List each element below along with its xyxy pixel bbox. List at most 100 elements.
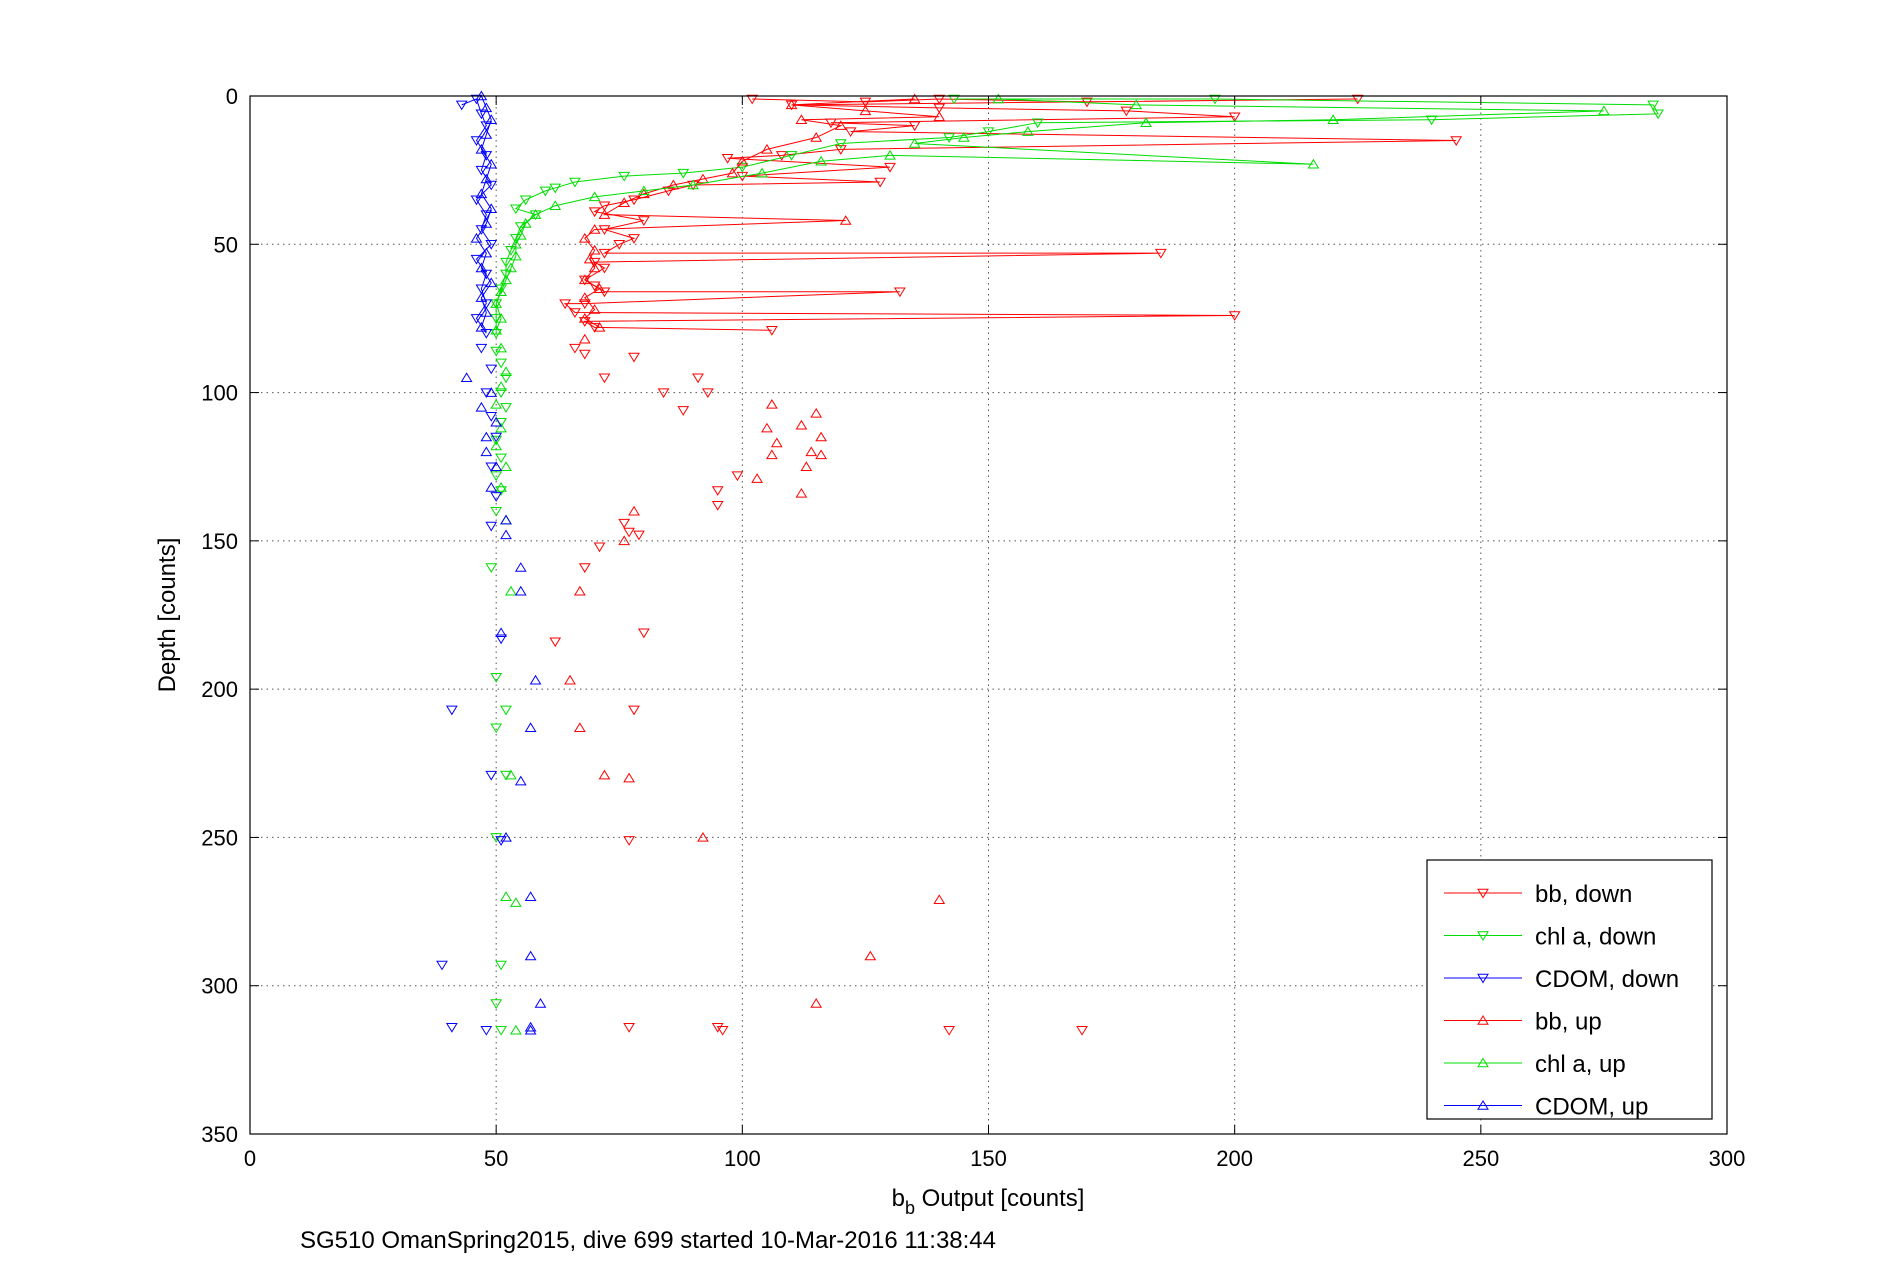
data-point	[588, 244, 601, 255]
data-point	[884, 149, 896, 160]
data-point	[1140, 117, 1152, 127]
data-point	[598, 263, 611, 274]
data-point	[1031, 118, 1044, 129]
data-point	[500, 831, 512, 842]
data-point	[475, 225, 488, 235]
data-point	[485, 521, 498, 532]
data-point	[736, 155, 749, 166]
data-point	[588, 304, 601, 314]
data-point	[588, 223, 601, 234]
x-tick-label: 300	[1709, 1146, 1746, 1171]
data-point	[1130, 99, 1143, 110]
data-point	[460, 372, 473, 382]
data-point	[495, 1025, 507, 1036]
data-point	[810, 998, 823, 1008]
data-point	[445, 1022, 458, 1033]
data-point	[539, 186, 552, 197]
legend-label: CDOM, down	[1535, 966, 1679, 993]
data-point	[490, 324, 503, 335]
data-point	[800, 461, 813, 471]
data-point	[578, 563, 591, 574]
data-point	[844, 127, 857, 138]
data-point	[569, 308, 581, 318]
data-point	[490, 432, 503, 443]
data-point	[495, 381, 507, 391]
data-point	[1021, 126, 1034, 136]
series-line	[583, 98, 940, 328]
data-point	[810, 132, 823, 142]
data-point	[598, 225, 611, 235]
data-point	[475, 143, 488, 154]
data-point	[588, 207, 601, 218]
data-point	[1120, 106, 1133, 117]
data-point	[534, 998, 547, 1008]
legend-swatch-marker	[1477, 1015, 1489, 1025]
data-point	[485, 203, 498, 213]
data-point	[480, 102, 493, 113]
data-point	[495, 342, 507, 353]
x-tick-label: 200	[1216, 1146, 1253, 1171]
series-cdom-up	[460, 90, 547, 1035]
data-point	[697, 831, 709, 842]
data-point	[893, 287, 906, 298]
data-point	[598, 209, 611, 219]
data-point	[765, 449, 778, 460]
legend-label: CDOM, up	[1535, 1094, 1648, 1121]
data-point	[436, 960, 448, 971]
data-point	[598, 373, 611, 384]
data-point	[495, 422, 507, 433]
data-point	[475, 109, 488, 120]
data-point	[514, 562, 527, 572]
data-point	[677, 406, 690, 416]
data-point	[1307, 158, 1320, 169]
legend-item: CDOM, down	[1444, 966, 1679, 993]
data-point	[731, 471, 744, 482]
legend-item: bb, up	[1444, 1009, 1602, 1036]
data-point	[495, 312, 507, 323]
data-point	[505, 262, 517, 273]
data-point	[618, 171, 631, 182]
data-point	[480, 307, 493, 317]
data-point	[637, 188, 650, 199]
data-point	[578, 349, 591, 360]
data-point	[475, 343, 488, 354]
data-point	[485, 277, 498, 288]
legend-item: CDOM, up	[1444, 1094, 1648, 1121]
series-chl-a-up	[490, 93, 1610, 1035]
data-point	[490, 440, 503, 451]
data-point	[1209, 94, 1221, 105]
y-tick-label: 250	[201, 825, 238, 850]
data-point	[514, 229, 527, 240]
data-point	[598, 201, 611, 212]
data-point	[1652, 109, 1664, 120]
data-point	[1351, 94, 1364, 105]
data-point	[500, 514, 512, 525]
data-point	[480, 218, 493, 228]
data-point	[908, 93, 921, 104]
data-point	[623, 772, 635, 783]
data-point	[815, 155, 827, 166]
data-point	[470, 136, 483, 146]
data-point	[578, 333, 591, 344]
data-point	[559, 299, 571, 310]
data-point	[495, 482, 507, 492]
data-point	[657, 388, 670, 399]
data-point	[933, 111, 946, 122]
data-point	[578, 312, 591, 323]
data-point	[569, 177, 581, 188]
data-point	[1598, 105, 1610, 116]
data-point	[500, 257, 512, 268]
data-point	[1076, 1025, 1088, 1036]
data-point	[761, 143, 773, 154]
data-point	[721, 154, 734, 164]
data-point	[480, 1025, 493, 1036]
data-point	[480, 173, 493, 184]
data-point	[795, 419, 808, 430]
data-point	[765, 326, 778, 336]
legend-box	[1426, 859, 1713, 1120]
data-point	[711, 501, 724, 511]
data-point	[578, 274, 591, 285]
data-point	[815, 449, 827, 460]
data-point	[795, 487, 808, 498]
data-point	[509, 1024, 522, 1035]
